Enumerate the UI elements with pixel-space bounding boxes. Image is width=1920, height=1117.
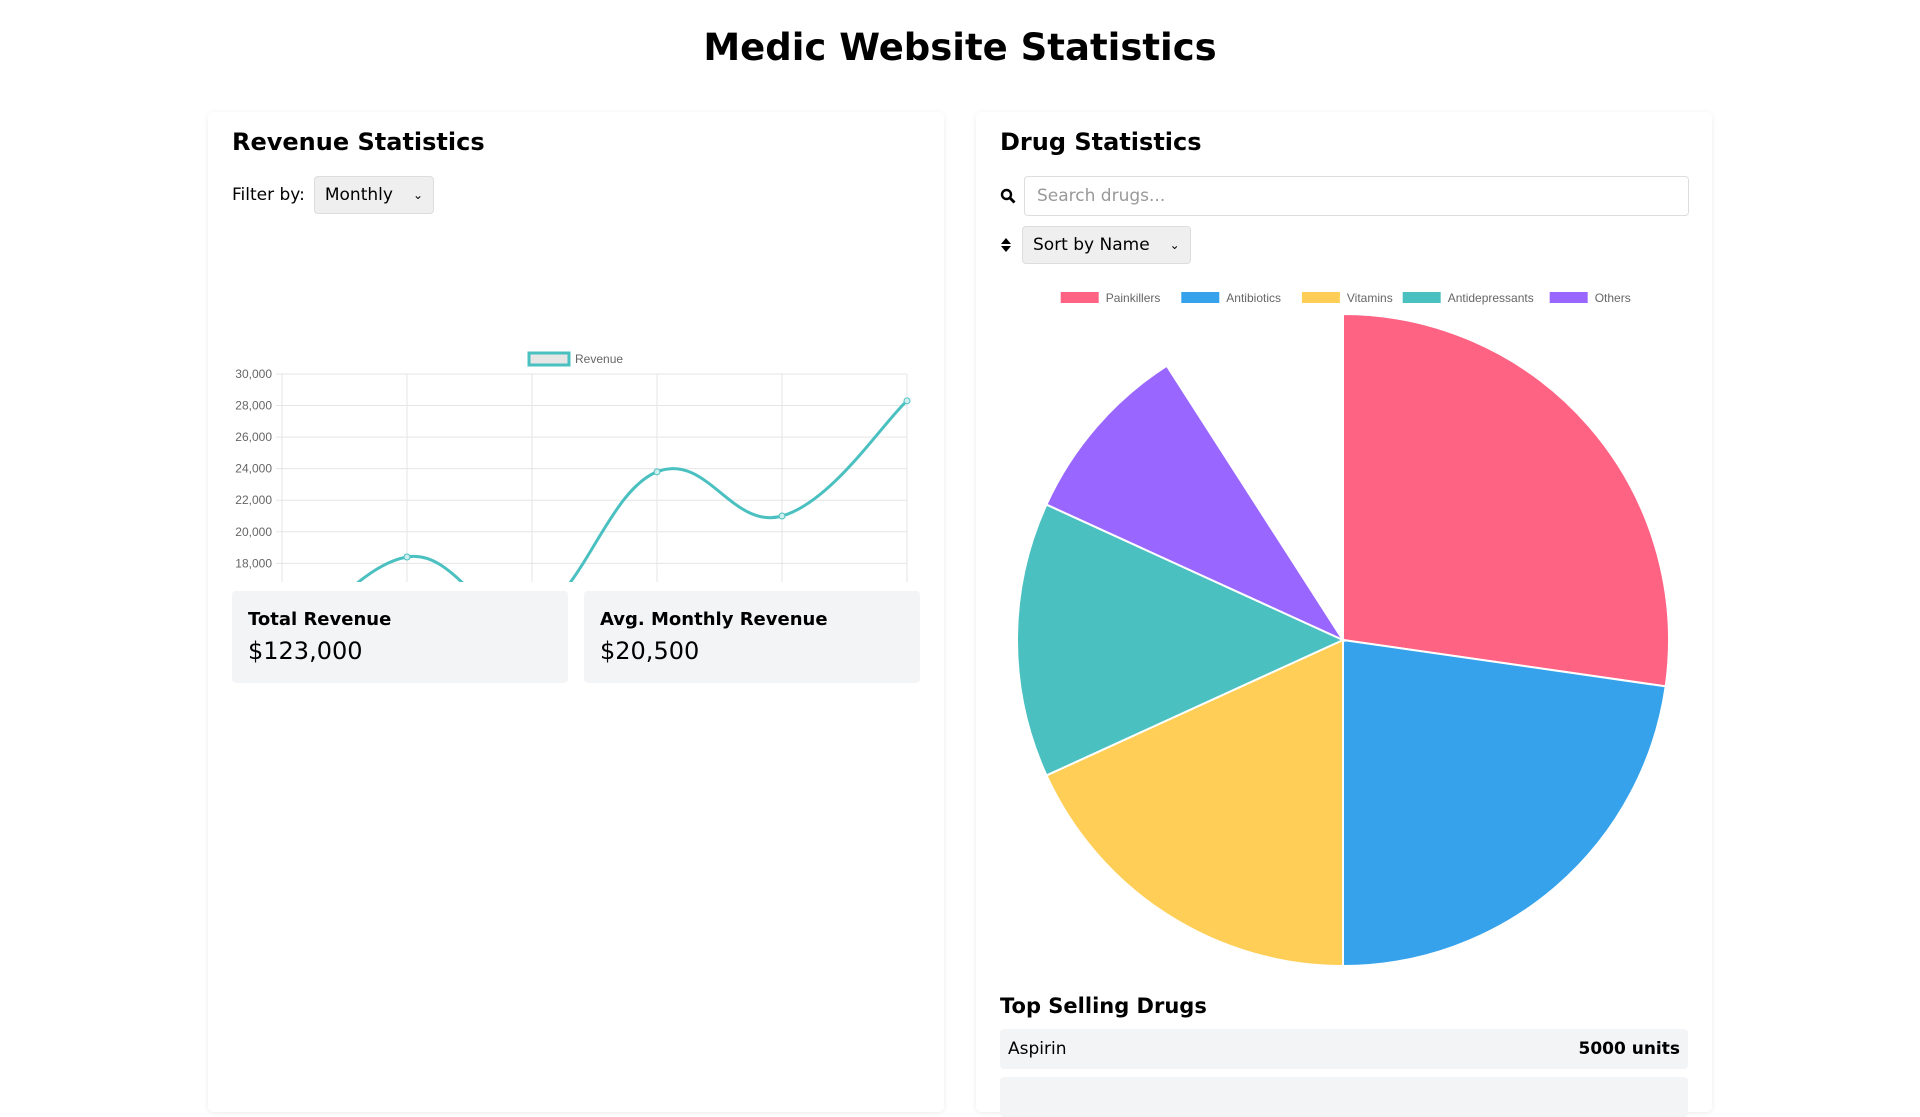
y-tick-label: 20,000 (235, 525, 272, 539)
pie-slice-painkillers (1342, 312, 1670, 688)
data-point (778, 512, 786, 520)
drug-title: Drug Statistics (1000, 128, 1202, 156)
drug-pie-chart: Painkillers Antibiotics Vitamins Antidepres… (1016, 291, 1670, 968)
legend-swatch (1181, 292, 1220, 303)
y-tick-label: 18,000 (235, 556, 272, 570)
sort-select[interactable]: Sort by Name ⌄ (1022, 226, 1191, 264)
search-icon (1000, 188, 1016, 204)
total-revenue-label: Total Revenue (248, 609, 392, 630)
chevron-down-icon: ⌄ (412, 188, 423, 202)
y-tick-label: 28,000 (235, 399, 272, 413)
pie-slice-vitamins (1045, 638, 1344, 968)
avg-revenue-box: Avg. Monthly Revenue $20,500 (584, 591, 920, 683)
legend-swatch (1549, 292, 1588, 303)
legend-label: Vitamins (1347, 291, 1393, 305)
legend-label: Painkillers (1106, 291, 1161, 305)
chevron-down-icon: ⌄ (1169, 238, 1180, 252)
sort-icon (1001, 238, 1011, 252)
sort-value: Sort by Name (1033, 235, 1150, 255)
y-tick-label: 24,000 (235, 462, 272, 476)
avg-revenue-value: $20,500 (600, 637, 700, 665)
filter-select[interactable]: Monthly ⌄ (313, 176, 434, 214)
pie-slice-others (1045, 364, 1346, 643)
list-item (1000, 1077, 1688, 1117)
data-point (903, 397, 911, 405)
y-tick-label: 30,000 (235, 367, 272, 381)
legend-label: Revenue (575, 352, 623, 366)
data-point (403, 553, 411, 561)
revenue-title: Revenue Statistics (232, 128, 485, 156)
list-item: Aspirin 5000 units (1000, 1029, 1688, 1069)
avg-revenue-label: Avg. Monthly Revenue (600, 609, 828, 630)
legend-swatch (1060, 292, 1099, 303)
revenue-line-chart: Revenue12,00014,00016,00018,00020,00022,… (235, 351, 911, 582)
pie-slice-antidepressants (1016, 503, 1346, 777)
legend-label: Others (1595, 291, 1631, 305)
y-tick-label: 22,000 (235, 493, 272, 507)
search-input[interactable] (1024, 176, 1689, 216)
filter-row: Filter by: Monthly ⌄ (232, 176, 434, 214)
total-revenue-box: Total Revenue $123,000 (232, 591, 568, 683)
drug-name: Aspirin (1008, 1039, 1067, 1059)
drug-units: 5000 units (1578, 1039, 1680, 1059)
revenue-line (356, 399, 909, 582)
data-point (653, 468, 661, 476)
search-row (1000, 176, 1689, 216)
pie-slice-antibiotics (1342, 638, 1667, 968)
drug-card: Drug Statistics Sort by Name ⌄ Painkiller… (976, 112, 1712, 1117)
sort-row: Sort by Name ⌄ (1000, 226, 1191, 264)
revenue-card: Revenue Statistics Filter by: Monthly ⌄ R… (208, 112, 944, 1112)
page-title: Medic Website Statistics (703, 26, 1217, 69)
legend-label: Antidepressants (1448, 291, 1534, 305)
top-selling-title: Top Selling Drugs (1000, 994, 1207, 1018)
total-revenue-value: $123,000 (248, 637, 363, 665)
filter-value: Monthly (324, 185, 393, 205)
y-tick-label: 26,000 (235, 430, 272, 444)
filter-label: Filter by: (232, 185, 305, 205)
legend-swatch (527, 351, 571, 367)
legend-swatch (1402, 292, 1441, 303)
legend-swatch (1301, 292, 1340, 303)
legend-label: Antibiotics (1226, 291, 1281, 305)
